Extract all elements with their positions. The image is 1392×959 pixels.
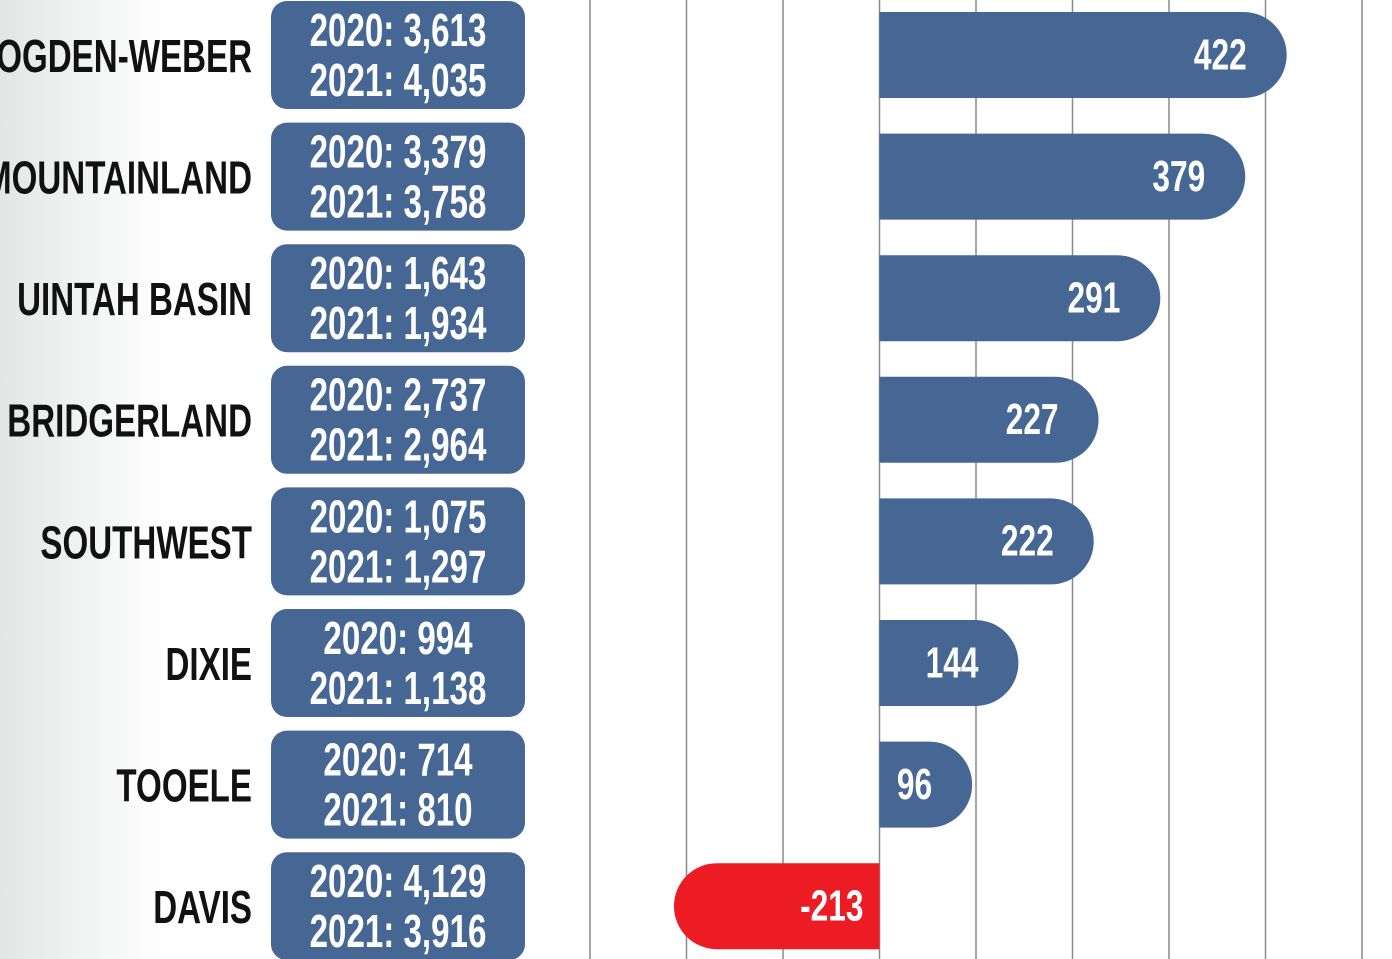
value-label: 227	[1006, 395, 1059, 444]
detail-box	[271, 487, 525, 596]
detail-text: 2020: 714	[323, 735, 473, 785]
detail-text: 2020: 3,379	[310, 127, 487, 177]
detail-text: 2021: 1,934	[310, 299, 487, 349]
detail-box	[271, 1, 525, 109]
value-label: 144	[926, 638, 979, 687]
detail-text: 2020: 1,643	[310, 249, 487, 299]
detail-text: 2020: 4,129	[310, 857, 487, 907]
bar	[673, 863, 880, 950]
detail-box	[271, 244, 525, 353]
detail-text: 2020: 1,075	[310, 492, 487, 542]
bar	[879, 133, 1246, 220]
category-label: DAVIS	[153, 883, 252, 933]
category-label: UINTAH BASIN	[17, 275, 252, 325]
value-label: 379	[1152, 152, 1205, 201]
category-label: SOUTHWEST	[40, 518, 252, 568]
detail-box	[271, 730, 525, 839]
detail-text: 2020: 994	[323, 614, 473, 664]
detail-box	[271, 609, 525, 717]
detail-text: 2020: 2,737	[310, 371, 487, 421]
value-label: -213	[800, 882, 863, 931]
bar	[879, 741, 973, 828]
value-label: 291	[1067, 274, 1120, 323]
detail-text: 2021: 3,916	[310, 907, 487, 957]
bar	[879, 620, 1019, 706]
detail-text: 2021: 1,297	[310, 542, 487, 592]
detail-text: 2021: 2,964	[310, 421, 487, 471]
detail-text: 2020: 3,613	[310, 6, 487, 56]
value-label: 222	[1001, 517, 1054, 566]
category-label: BRIDGERLAND	[7, 397, 252, 447]
detail-text: 2021: 1,138	[310, 664, 487, 714]
detail-box	[271, 122, 525, 231]
value-label: 96	[897, 760, 932, 809]
category-label: MOUNTAINLAND	[0, 153, 252, 203]
detail-box	[271, 852, 525, 959]
detail-text: 2021: 810	[323, 785, 472, 835]
category-label: OGDEN-WEBER	[0, 32, 252, 82]
detail-text: 2021: 3,758	[310, 177, 487, 227]
detail-box	[271, 365, 525, 474]
category-label: DIXIE	[165, 640, 252, 690]
detail-text: 2021: 4,035	[310, 56, 487, 106]
bar	[879, 498, 1094, 585]
bar	[879, 255, 1161, 342]
bar	[879, 12, 1287, 98]
category-label: TOOELE	[116, 761, 252, 811]
value-label: 422	[1194, 30, 1247, 79]
bar	[879, 376, 1099, 463]
